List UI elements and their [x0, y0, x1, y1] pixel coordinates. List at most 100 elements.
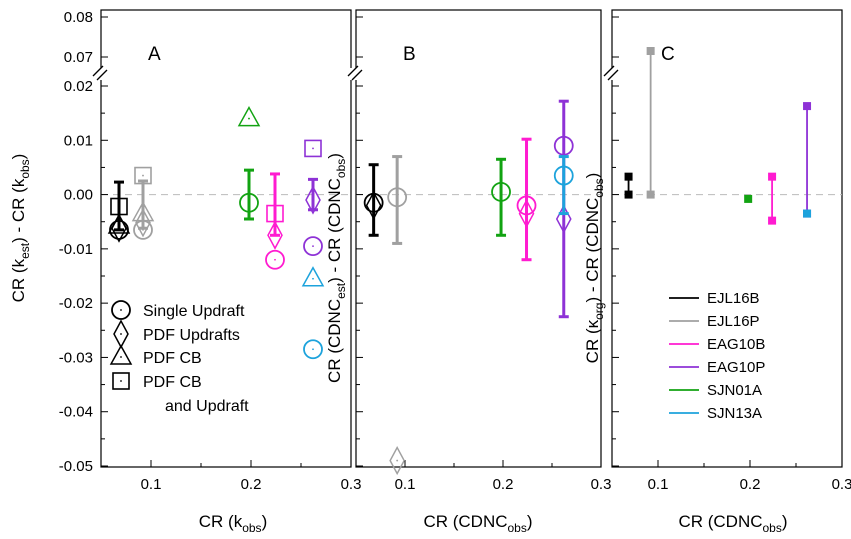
axis-break-mark-a: [92, 65, 104, 77]
single-updraft-marker: [387, 187, 408, 208]
plot-frame-b: [355, 9, 602, 468]
y-tick-label: 0.00: [64, 187, 93, 204]
axis-ticks: 0.1 0.2 0.3 0.1 0.2 0.3 0.1 0.2 0.3 0.02 0.01 0.00 -…: [59, 9, 851, 493]
marker-center-dot: [142, 221, 144, 224]
marker-center-dot: [248, 117, 250, 120]
y-tick-label: 0.08: [64, 9, 93, 26]
pdf-cb-marker: [109, 344, 133, 365]
marker-center-dot: [118, 205, 120, 208]
x-axis-label-b: CR (CDNCobs): [423, 512, 532, 535]
range-end-marker: [624, 172, 633, 181]
legend-label: SJN13A: [707, 405, 762, 422]
marker-center-dot: [525, 204, 528, 207]
marker-center-dot: [274, 212, 276, 215]
y-tick-label: 0.01: [64, 132, 93, 149]
chart-marks: [107, 47, 812, 476]
marker-center-dot: [312, 348, 314, 351]
legend-label: PDF CB: [143, 350, 202, 367]
marker-center-dot: [312, 147, 314, 150]
legend-label: EJL16B: [707, 290, 760, 307]
single-updraft-marker: [265, 249, 285, 270]
panel-label-a: A: [148, 44, 161, 65]
x-tick-label: 0.1: [141, 476, 162, 493]
marker-center-dot: [562, 218, 565, 220]
y-axis-label-a: CR (kest) - CR (kobs): [9, 154, 32, 303]
single-updraft-marker: [491, 181, 511, 202]
range-end-marker: [803, 209, 812, 218]
range-end-marker: [646, 190, 655, 199]
marker-center-dot: [372, 201, 375, 204]
pdf-cb-marker: [131, 201, 155, 222]
pdf-updrafts-marker: [389, 445, 406, 476]
pdf-cb-marker: [237, 106, 261, 127]
marker-center-dot: [142, 228, 144, 231]
single-updraft-marker: [239, 192, 259, 213]
axis-labels: A B C CR (kobs) CR (CDNCobs) CR (CDNCobs…: [9, 44, 788, 535]
marker-center-dot: [396, 459, 399, 462]
marker-center-dot: [372, 204, 375, 207]
pdf-updrafts-marker: [518, 198, 535, 229]
marker-center-dot: [120, 380, 122, 382]
pdf-cb-updraft-marker: [304, 139, 322, 158]
pdf-updrafts-marker: [305, 185, 321, 215]
plot-frame-c: [611, 9, 843, 468]
single-updraft-marker: [303, 339, 323, 360]
y-tick-label: -0.02: [59, 295, 93, 312]
marker-center-dot: [120, 309, 122, 311]
x-tick-label: 0.2: [493, 476, 514, 493]
y-tick-label: 0.07: [64, 49, 93, 66]
panel-label-c: C: [661, 44, 675, 65]
legend-label: PDF Updrafts: [143, 327, 240, 344]
single-updraft-marker: [303, 236, 323, 257]
axis-break-mark-c: [607, 69, 619, 81]
y-tick-label: -0.01: [59, 241, 93, 258]
range-end-marker: [768, 216, 777, 225]
marker-center-dot: [500, 190, 502, 193]
legend-label: EAG10B: [707, 336, 765, 353]
range-end-marker: [803, 102, 812, 111]
x-tick-label: 0.2: [241, 476, 262, 493]
marker-center-dot: [312, 277, 314, 280]
pdf-updrafts-marker: [135, 208, 151, 238]
axis-break-mask-a: [93, 68, 109, 80]
x-tick-label: 0.3: [341, 476, 362, 493]
marker-center-dot: [118, 227, 120, 230]
pdf-cb-updraft-marker: [110, 197, 128, 216]
y-tick-label: -0.03: [59, 349, 93, 366]
axis-break-mark-b: [347, 65, 359, 77]
pdf-cb-marker: [107, 213, 131, 234]
x-axis-label-c: CR (CDNCobs): [678, 512, 787, 535]
legend-label: Single Updraft: [143, 303, 245, 320]
axis-break-mark-b: [351, 69, 363, 81]
pdf-cb-updraft-marker: [266, 204, 284, 223]
marker-center-dot: [562, 144, 565, 147]
marker-center-dot: [248, 201, 250, 204]
marker-center-dot: [525, 212, 528, 215]
marker-center-dot: [312, 199, 314, 201]
y-axis-label-c: CR (κorg) - CR (CDNCobs): [583, 173, 606, 364]
panel-label-b: B: [403, 44, 416, 65]
x-tick-label: 0.3: [832, 476, 851, 493]
legend-label: EAG10P: [707, 359, 765, 376]
x-tick-label: 0.2: [740, 476, 761, 493]
pdf-updrafts-marker: [267, 220, 283, 250]
legend-label: EJL16P: [707, 313, 760, 330]
pdf-cb-updraft-marker: [112, 372, 130, 390]
y-tick-label: -0.05: [59, 458, 93, 475]
y-tick-label: -0.04: [59, 404, 93, 421]
legend-label: and Updraft: [165, 398, 249, 415]
legend-series: EJL16B EJL16P EAG10B EAG10P SJN01A SJN13A: [669, 290, 765, 422]
marker-center-dot: [396, 196, 399, 199]
range-end-marker: [744, 194, 753, 203]
legend-label: PDF CB: [143, 374, 202, 391]
marker-center-dot: [312, 245, 314, 248]
y-axis-label-b: CR (CDNCest) - CR (CDNCobs): [325, 153, 348, 383]
single-updraft-marker: [111, 300, 131, 320]
x-tick-label: 0.3: [591, 476, 612, 493]
x-axis-label-a: CR (kobs): [199, 512, 267, 535]
axis-break-mark-a: [96, 69, 108, 81]
range-end-marker: [624, 190, 633, 199]
marker-center-dot: [274, 234, 276, 237]
x-tick-label: 0.1: [648, 476, 669, 493]
